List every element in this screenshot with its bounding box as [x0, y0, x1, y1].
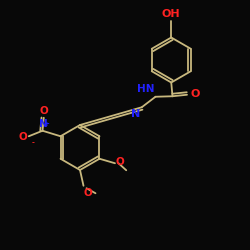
Text: +: +	[44, 121, 50, 127]
Text: HN: HN	[137, 84, 154, 94]
Text: N: N	[131, 109, 140, 119]
Text: O: O	[18, 132, 27, 142]
Text: O: O	[116, 157, 125, 167]
Text: O: O	[40, 106, 48, 116]
Text: O: O	[190, 89, 200, 99]
Text: N: N	[39, 119, 48, 129]
Text: OH: OH	[162, 9, 180, 19]
Text: O: O	[84, 188, 93, 198]
Text: -: -	[31, 140, 34, 146]
